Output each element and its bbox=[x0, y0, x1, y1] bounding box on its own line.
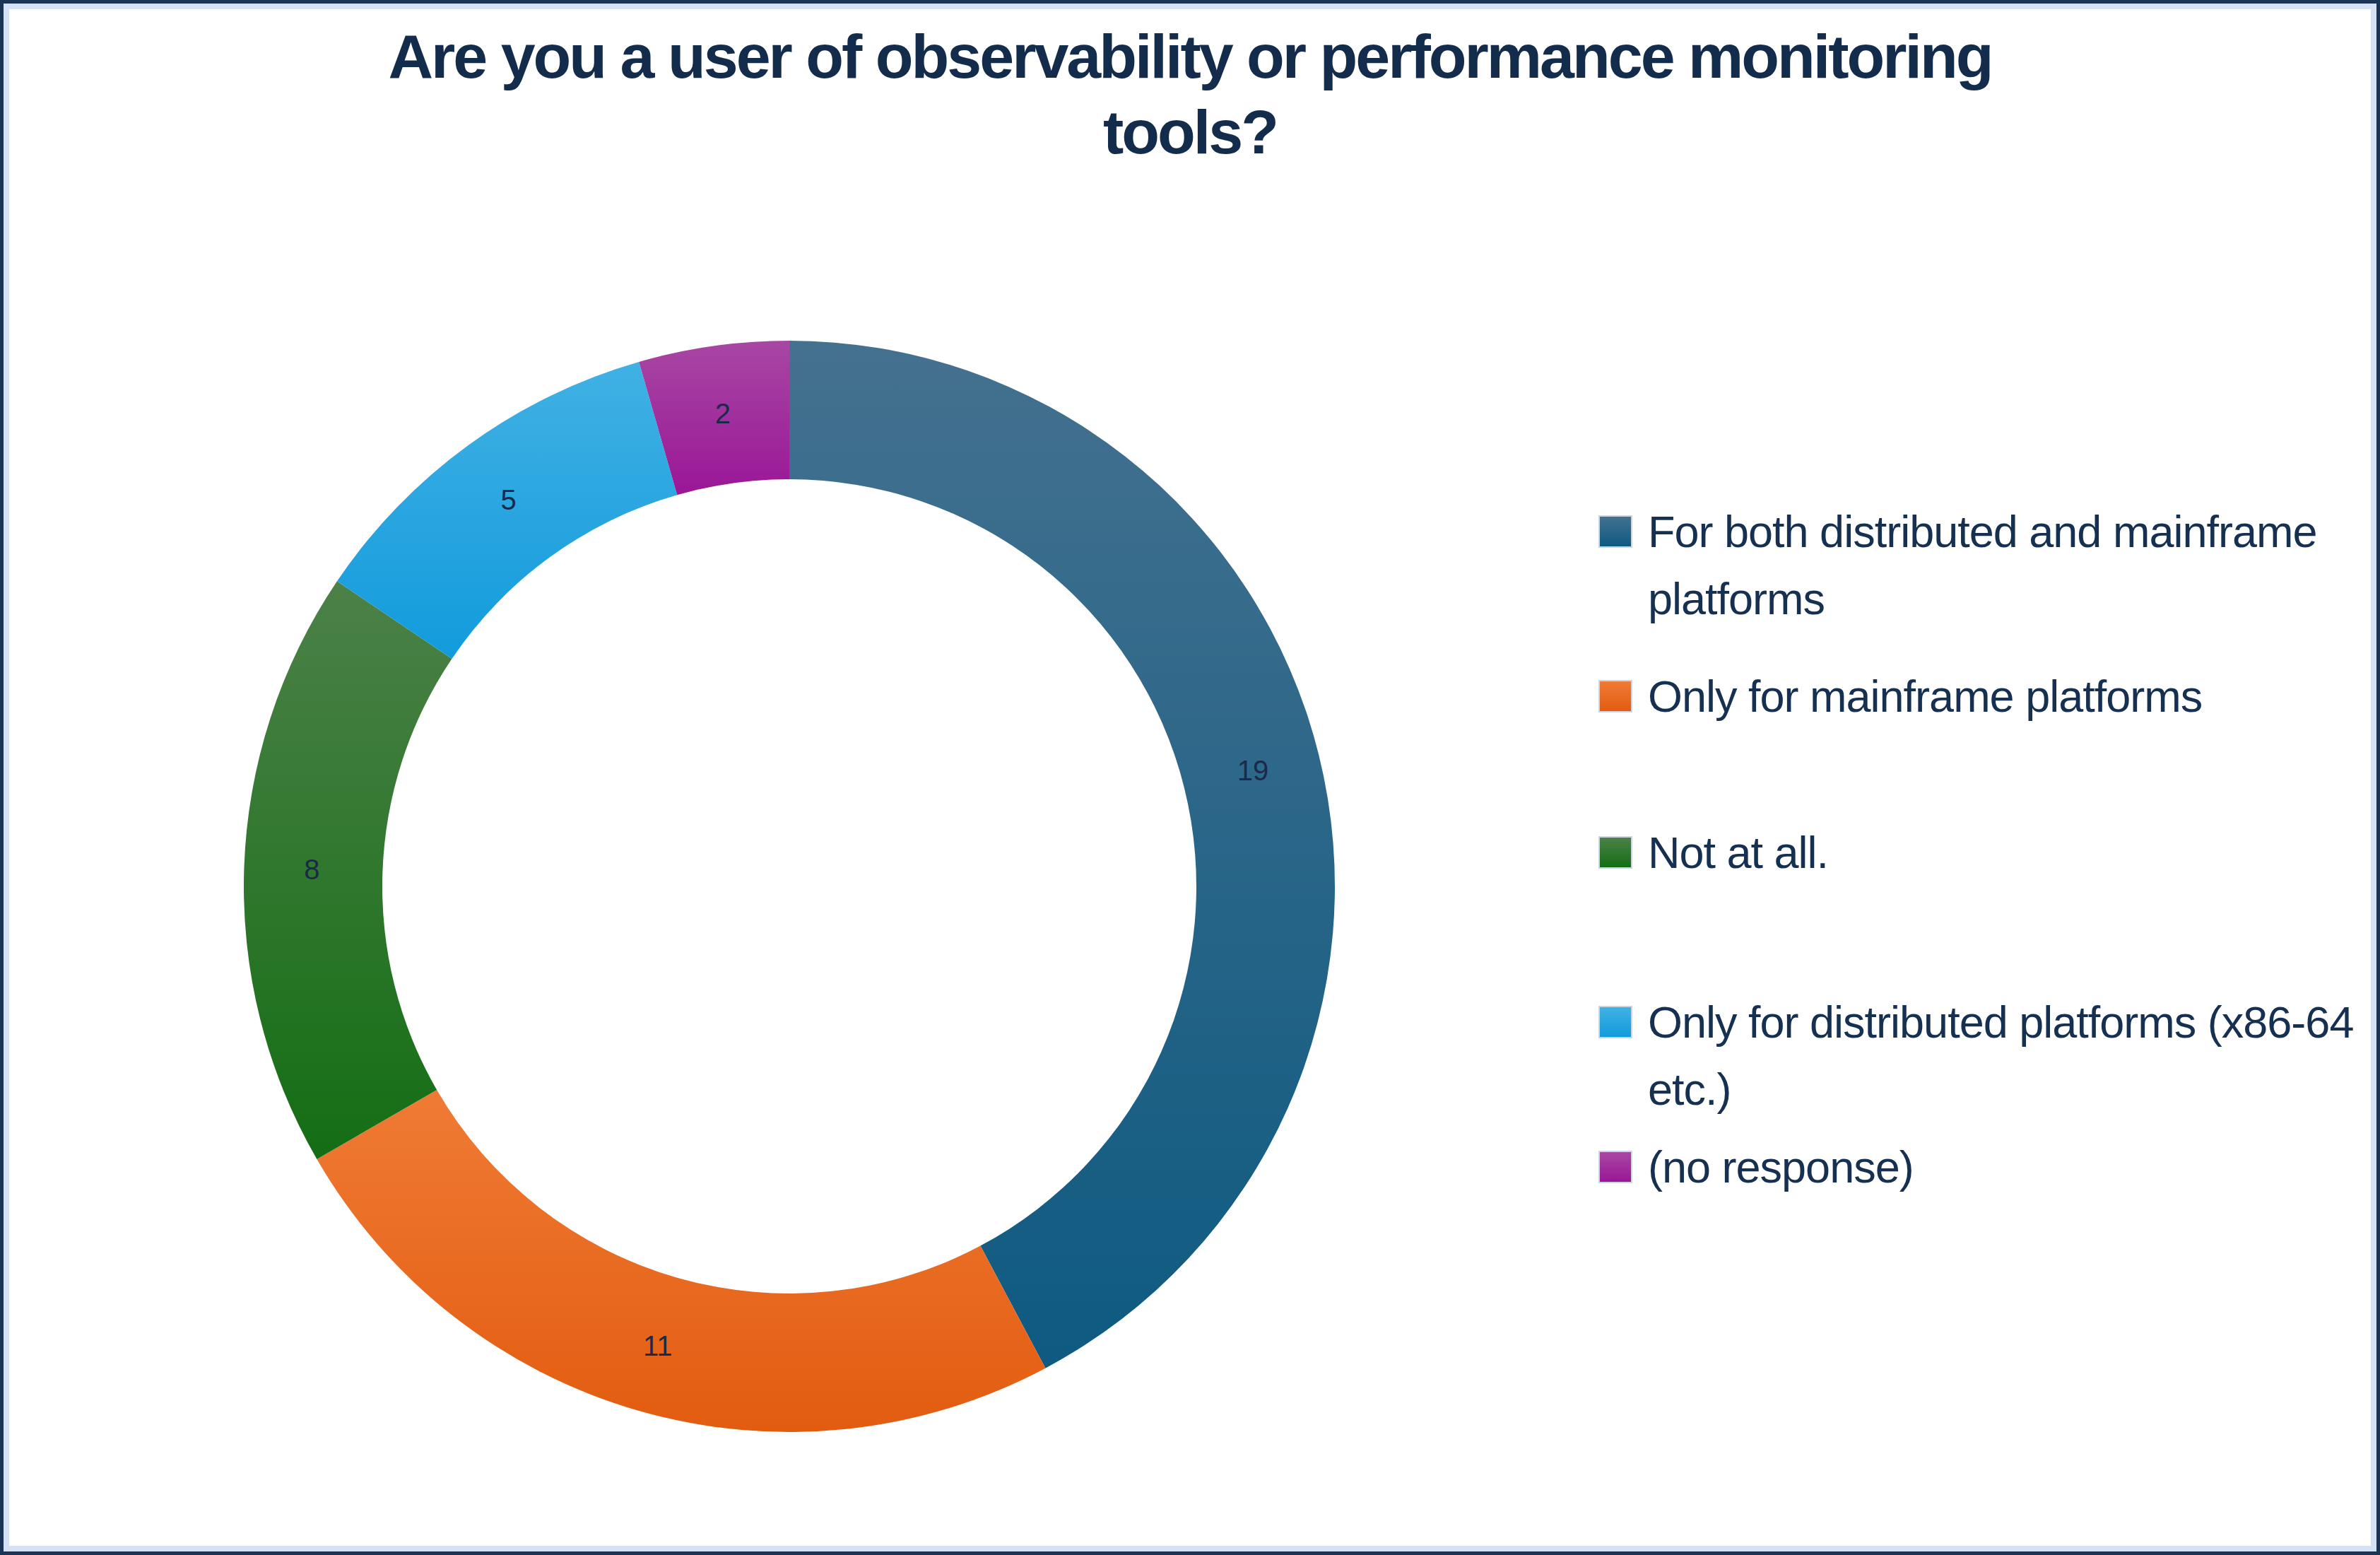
chart-canvas: Are you a user of observability or perfo… bbox=[0, 0, 2380, 1555]
legend-label: Only for mainframe platforms bbox=[1648, 663, 2202, 730]
legend-item: Only for distributed platforms (x86-64 e… bbox=[1598, 989, 2369, 1123]
legend-item: (no response) bbox=[1598, 1134, 1914, 1201]
legend-item: Not at all. bbox=[1598, 819, 1828, 886]
legend-swatch-orange bbox=[1598, 680, 1632, 712]
legend-label: Not at all. bbox=[1648, 819, 1828, 886]
legend-label: For both distributed and mainframe platf… bbox=[1648, 498, 2369, 633]
legend-label: Only for distributed platforms (x86-64 e… bbox=[1648, 989, 2369, 1123]
legend-label: (no response) bbox=[1648, 1134, 1914, 1201]
legend-swatch-blue bbox=[1598, 515, 1632, 548]
legend-swatch-green bbox=[1598, 836, 1632, 869]
legend: For both distributed and mainframe platf… bbox=[0, 0, 2380, 1555]
legend-item: Only for mainframe platforms bbox=[1598, 663, 2202, 730]
legend-swatch-lightblue bbox=[1598, 1006, 1632, 1038]
legend-item: For both distributed and mainframe platf… bbox=[1598, 498, 2369, 633]
legend-swatch-magenta bbox=[1598, 1151, 1632, 1183]
